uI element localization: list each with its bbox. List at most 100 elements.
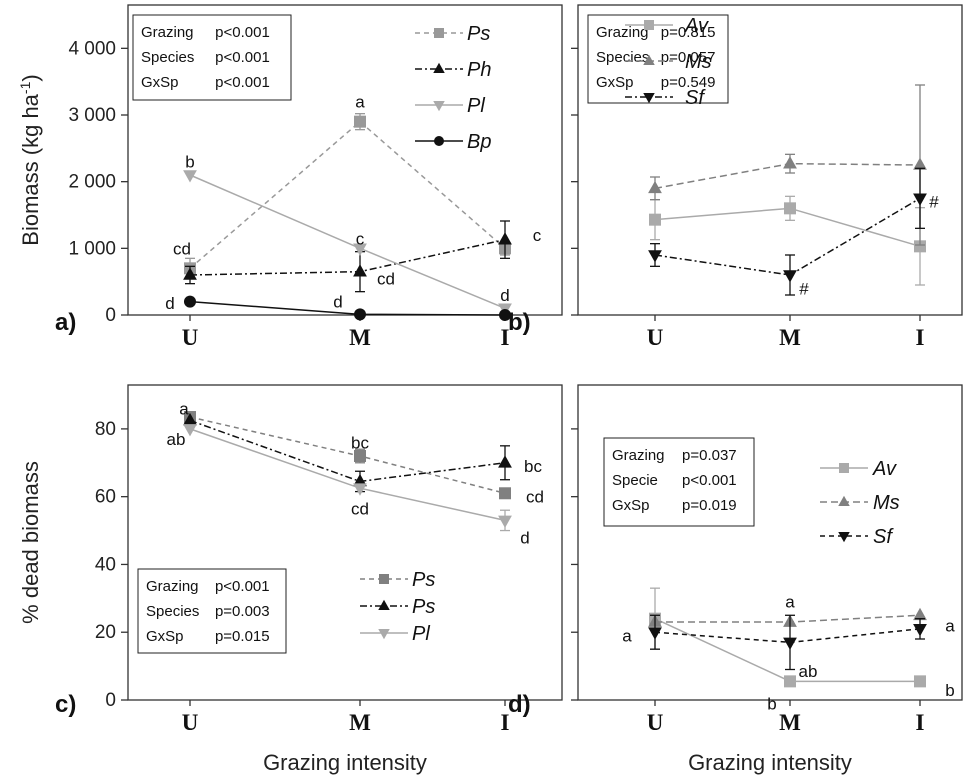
legend-label-b-2: Sf bbox=[685, 87, 706, 109]
data-point-b-2-2 bbox=[913, 193, 927, 206]
significance-label-d-4: a bbox=[945, 616, 955, 635]
data-point-b-0-0 bbox=[649, 213, 661, 226]
stats-pvalue-d-1: p<0.001 bbox=[682, 472, 737, 489]
stats-pvalue-b-2: p=0.549 bbox=[661, 74, 716, 91]
significance-label-d-2: ab bbox=[799, 662, 818, 681]
series-line-a-2 bbox=[189, 174, 506, 310]
legend-marker-c-2 bbox=[378, 629, 390, 640]
series-line-c-1 bbox=[189, 419, 506, 483]
stats-pvalue-b-1: p=0.057 bbox=[661, 49, 716, 66]
y-tick-label-a-1: 1 000 bbox=[68, 238, 116, 259]
y-axis-label-c: % dead biomass bbox=[18, 461, 43, 624]
data-point-a-1-1 bbox=[353, 264, 367, 277]
stats-term-c-1: Species bbox=[146, 603, 199, 620]
data-point-d-1-2 bbox=[913, 607, 927, 621]
y-tick-label-c-3: 60 bbox=[95, 487, 116, 508]
y-tick-label-c-1: 20 bbox=[95, 622, 116, 643]
panel-label-a: a) bbox=[55, 309, 76, 336]
legend-label-d-1: Ms bbox=[873, 492, 900, 514]
legend-marker-b-0 bbox=[644, 20, 654, 30]
legend-label-d-0: Av bbox=[872, 458, 897, 480]
x-tick-label-c-0: U bbox=[182, 710, 199, 735]
significance-label-a-4: c bbox=[356, 229, 365, 248]
series-line-c-2 bbox=[189, 428, 506, 522]
stats-pvalue-a-0: p<0.001 bbox=[215, 24, 270, 41]
stats-term-a-1: Species bbox=[141, 49, 194, 66]
plot-frame-b bbox=[577, 4, 963, 316]
stats-box-a bbox=[132, 14, 292, 101]
significance-label-c-3: cd bbox=[351, 500, 369, 519]
stats-term-c-2: GxSp bbox=[146, 628, 184, 645]
data-point-b-2-1 bbox=[783, 270, 797, 283]
panel-d: U M Id) Grazing intensity Grazing p=0.037 Spec… bbox=[508, 384, 963, 775]
legend-marker-a-3 bbox=[434, 136, 444, 146]
data-point-a-2-1 bbox=[353, 243, 367, 256]
panel-label-d: d) bbox=[508, 691, 531, 718]
legend-label-c-1: Ps bbox=[412, 596, 435, 618]
significance-label-c-4: bc bbox=[524, 457, 542, 476]
data-point-d-2-1 bbox=[783, 637, 797, 650]
legend-marker-a-0 bbox=[434, 28, 444, 38]
stats-term-b-2: GxSp bbox=[596, 74, 634, 91]
significance-label-d-5: b bbox=[945, 681, 954, 700]
legend-label-a-1: Ph bbox=[467, 59, 491, 81]
legend-marker-c-1 bbox=[378, 599, 390, 610]
panel-c: 0 20 40 60 80 U M Ic) % dead biomass Grazing inte… bbox=[18, 384, 563, 775]
x-tick-label-a-2: I bbox=[501, 325, 510, 350]
y-tick-label-a-2: 2 000 bbox=[68, 172, 116, 193]
significance-label-a-5: cd bbox=[377, 269, 395, 288]
data-point-a-3-2 bbox=[499, 309, 511, 321]
x-tick-label-a-0: U bbox=[182, 325, 199, 350]
x-tick-label-d-1: M bbox=[779, 710, 801, 735]
significance-label-c-1: ab bbox=[167, 430, 186, 449]
data-point-b-0-2 bbox=[914, 240, 926, 253]
stats-term-a-0: Grazing bbox=[141, 24, 194, 41]
stats-box-d bbox=[603, 437, 755, 527]
legend-marker-d-0 bbox=[839, 463, 849, 473]
data-point-c-2-0 bbox=[183, 424, 197, 437]
stats-term-d-2: GxSp bbox=[612, 497, 650, 514]
significance-label-a-3: a bbox=[355, 93, 365, 112]
significance-label-c-6: d bbox=[520, 528, 529, 547]
x-tick-label-c-2: I bbox=[501, 710, 510, 735]
legend-marker-c-0 bbox=[379, 574, 389, 584]
legend-label-a-0: Ps bbox=[467, 23, 490, 45]
significance-label-a-2: b bbox=[185, 153, 194, 172]
x-axis-label-c: Grazing intensity bbox=[263, 750, 427, 775]
legend-label-c-2: Pl bbox=[412, 623, 430, 645]
x-tick-label-b-2: I bbox=[916, 325, 925, 350]
x-tick-label-a-1: M bbox=[349, 325, 371, 350]
y-tick-label-a-3: 3 000 bbox=[68, 105, 116, 126]
y-tick-label-a-0: 0 bbox=[105, 305, 116, 326]
plot-frame-c bbox=[127, 384, 563, 701]
legend-label-a-3: Bp bbox=[467, 131, 491, 153]
significance-label-a-7: c bbox=[533, 226, 542, 245]
significance-label-d-0: a bbox=[622, 627, 632, 646]
significance-label-d-3: b bbox=[767, 694, 776, 713]
legend-marker-a-2 bbox=[433, 101, 445, 112]
data-point-b-1-2 bbox=[913, 157, 927, 170]
data-point-a-3-0 bbox=[184, 295, 196, 308]
stats-pvalue-b-0: p=0.815 bbox=[661, 24, 716, 41]
significance-label-a-1: d bbox=[165, 294, 174, 313]
stats-box-c bbox=[137, 568, 287, 654]
legend-marker-d-1 bbox=[838, 495, 850, 506]
plot-frame-d bbox=[577, 384, 963, 701]
series-line-d-0 bbox=[654, 617, 920, 683]
stats-box-b bbox=[587, 14, 729, 104]
series-line-a-0 bbox=[189, 120, 506, 269]
series-line-c-0 bbox=[189, 416, 506, 495]
legend-label-b-0: Av bbox=[684, 15, 709, 37]
significance-label-c-5: cd bbox=[526, 488, 544, 507]
stats-term-c-0: Grazing bbox=[146, 578, 199, 595]
stats-pvalue-a-2: p<0.001 bbox=[215, 74, 270, 91]
data-point-a-2-0 bbox=[183, 170, 197, 183]
data-point-b-1-1 bbox=[783, 156, 797, 169]
legend-marker-d-2 bbox=[838, 532, 850, 543]
data-point-d-0-1 bbox=[784, 675, 796, 688]
data-point-d-0-2 bbox=[914, 675, 926, 688]
plot-frame-a bbox=[127, 4, 563, 316]
legend-label-a-2: Pl bbox=[467, 95, 485, 117]
stats-term-b-1: Species bbox=[596, 49, 649, 66]
